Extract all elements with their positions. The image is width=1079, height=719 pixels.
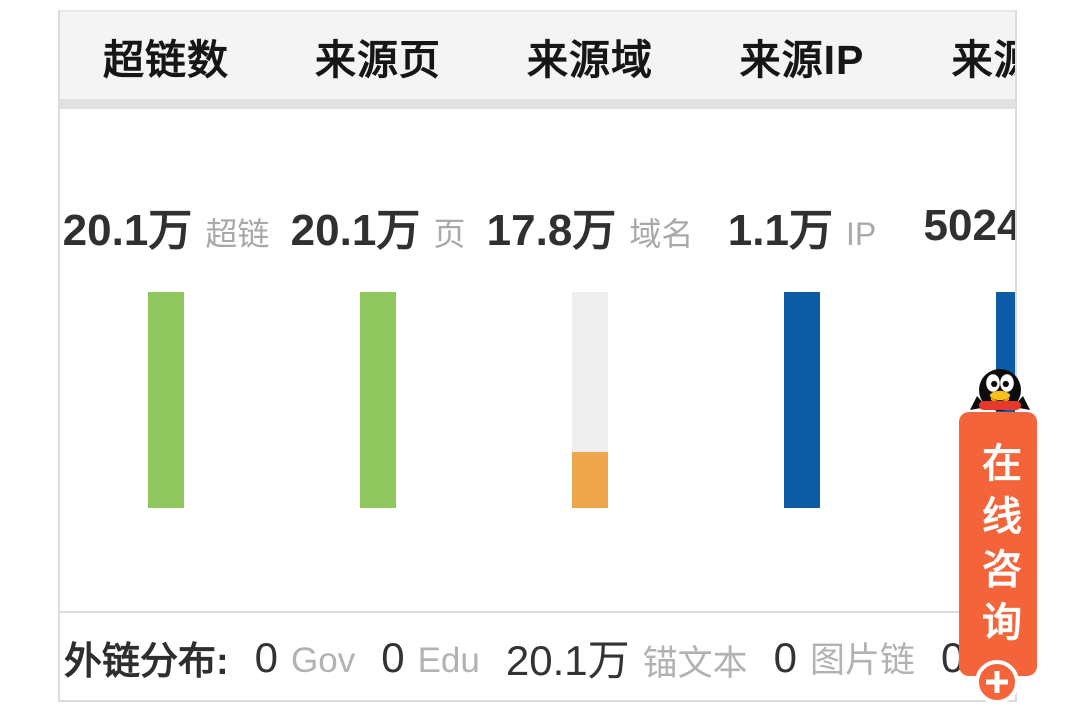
stat-unit: 超链 bbox=[205, 216, 270, 252]
dist-value: 0 bbox=[941, 634, 965, 681]
stat-value: 20.1万 bbox=[62, 206, 193, 255]
stat-value: 5024 bbox=[923, 201, 1017, 250]
content-panel: 超链数 来源页 来源域 来源IP 来源IP 20.1万 超链 bbox=[58, 10, 1017, 702]
stat-value: 20.1万 bbox=[290, 206, 421, 255]
dist-item-gov: 0 Gov bbox=[255, 634, 356, 682]
bar-column-source-ip bbox=[696, 292, 908, 508]
stat-source-domains[interactable]: 17.8万 域名 bbox=[484, 180, 696, 272]
online-consult-label: 在线咨询 bbox=[976, 442, 1020, 654]
dist-value: 20.1万 bbox=[505, 637, 630, 684]
dist-value: 0 bbox=[381, 633, 405, 681]
stat-value: 1.1万 bbox=[727, 206, 833, 255]
dist-item-image-links: 0 图片链 bbox=[774, 632, 915, 683]
qq-penguin-icon bbox=[970, 369, 1030, 411]
link-distribution-title: 外链分布: bbox=[64, 641, 229, 683]
bar-green bbox=[360, 292, 396, 508]
bar-gray-orange bbox=[572, 292, 608, 508]
stat-unit: 页 bbox=[433, 216, 466, 252]
dist-value: 0 bbox=[773, 634, 797, 681]
tab-label: 来源页 bbox=[315, 36, 441, 83]
dist-item-edu: 0 Edu bbox=[381, 634, 480, 682]
bar-column-source-pages bbox=[272, 292, 484, 508]
tab-source-domains[interactable]: 来源域 bbox=[484, 12, 696, 99]
stat-source-ip[interactable]: 1.1万 IP bbox=[696, 180, 908, 272]
tab-source-ip[interactable]: 来源IP bbox=[696, 12, 908, 99]
dist-label: Edu bbox=[417, 640, 480, 680]
tab-label: 来源域 bbox=[527, 36, 653, 83]
stat-hyperlinks[interactable]: 20.1万 超链 bbox=[60, 180, 272, 272]
stat-unit: IP bbox=[845, 216, 877, 252]
stat-unit: 域名 bbox=[629, 216, 694, 252]
bar-column-source-domains bbox=[484, 292, 696, 508]
tab-label: 来源IP bbox=[951, 36, 1015, 83]
bar-blue bbox=[784, 292, 820, 508]
bars-row bbox=[60, 292, 1015, 508]
stat-value: 17.8万 bbox=[486, 206, 617, 255]
stat-source-ip-2[interactable]: 5024 bbox=[908, 180, 1017, 272]
dist-label: 图片链 bbox=[809, 641, 915, 680]
bar-green bbox=[148, 292, 184, 508]
online-consult-button[interactable]: 在线咨询 bbox=[959, 412, 1037, 676]
tabs-header-shadow bbox=[60, 99, 1015, 109]
online-consult-widget[interactable]: 在线咨询 bbox=[957, 366, 1047, 710]
stats-row: 20.1万 超链 20.1万 页 17.8万 域名 1.1万 IP bbox=[60, 180, 1017, 272]
stat-source-pages[interactable]: 20.1万 页 bbox=[272, 180, 484, 272]
link-distribution-bar: 外链分布: 0 Gov 0 Edu 20.1万 锚文本 0 图片链 0 重 bbox=[60, 611, 1015, 700]
tabs-header: 超链数 来源页 来源域 来源IP 来源IP bbox=[60, 10, 1015, 99]
dist-item-anchor-text: 20.1万 锚文本 bbox=[506, 627, 748, 688]
tab-label: 来源IP bbox=[739, 36, 865, 83]
dist-label: Gov bbox=[291, 640, 356, 680]
tab-source-ip-2[interactable]: 来源IP bbox=[908, 12, 1015, 99]
bar-column-hyperlinks bbox=[60, 292, 272, 508]
tab-hyperlink-count[interactable]: 超链数 bbox=[60, 12, 272, 99]
expand-plus-icon[interactable] bbox=[975, 660, 1019, 704]
dist-value: 0 bbox=[254, 633, 279, 681]
dist-label: 锚文本 bbox=[642, 644, 748, 683]
tab-label: 超链数 bbox=[103, 36, 229, 83]
tab-source-pages[interactable]: 来源页 bbox=[272, 12, 484, 99]
